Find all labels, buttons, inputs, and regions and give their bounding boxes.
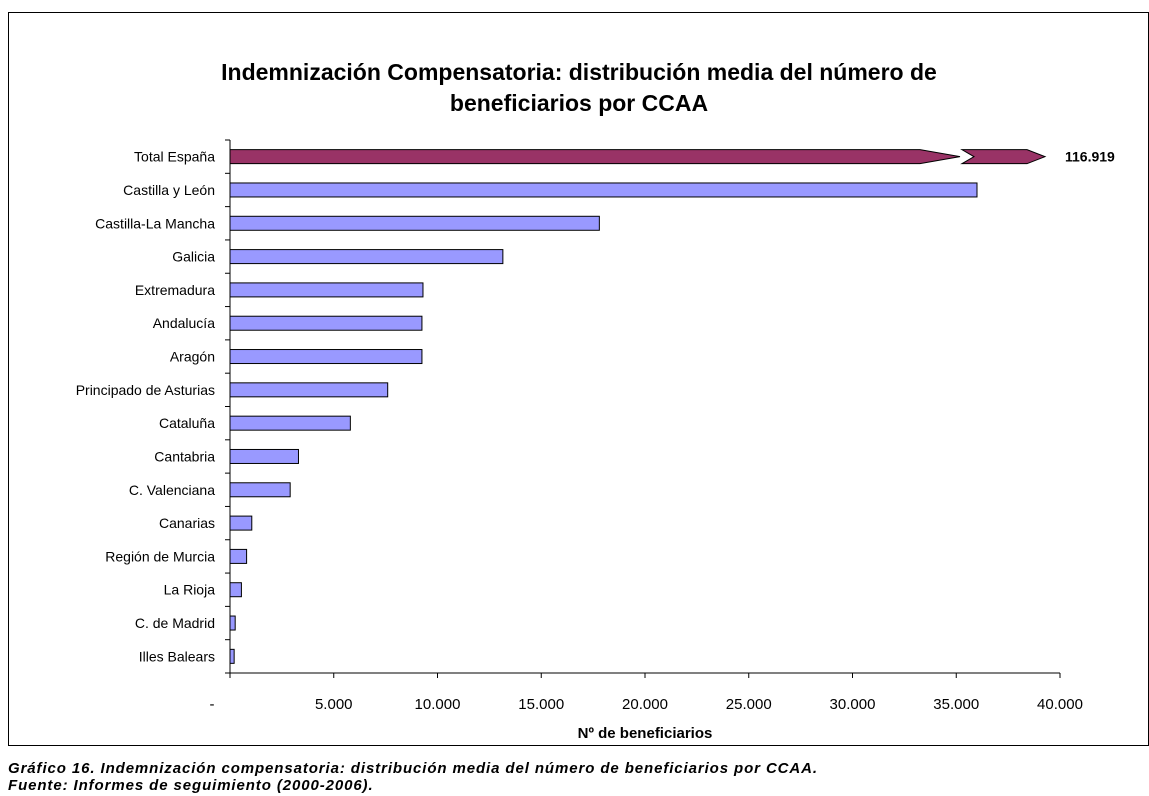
- x-tick-label: 20.000: [622, 696, 668, 713]
- category-label: Cataluña: [159, 415, 215, 431]
- category-label: Castilla-La Mancha: [95, 215, 215, 231]
- bar: [229, 515, 253, 531]
- chart-title-line2: beneficiarios por CCAA: [449, 90, 709, 116]
- category-label: Illes Balears: [139, 648, 215, 664]
- category-label: Castilla y León: [123, 182, 215, 198]
- category-labels: Total España Castilla y León Castilla-La M…: [76, 149, 216, 665]
- x-tick-label: -: [210, 696, 215, 713]
- category-label: Extremadura: [135, 282, 215, 298]
- x-axis-label: Nº de beneficiarios: [578, 725, 713, 742]
- bar-total-espana-segment: [229, 149, 961, 165]
- caption-line-1: Gráfico 16. Indemnización compensatoria:…: [8, 760, 818, 777]
- chart-title: Indemnización Compensatoria: distribució…: [139, 57, 1019, 119]
- x-tick-label: 40.000: [1037, 696, 1083, 713]
- bar: [229, 215, 600, 231]
- category-label: Andalucía: [153, 315, 215, 331]
- x-tick-label: 25.000: [726, 696, 772, 713]
- category-label: Galicia: [172, 249, 215, 265]
- x-tick-labels: - 5.000 10.000 15.000 20.000 25.000 30.000 35.0…: [210, 696, 1083, 713]
- bar: [229, 315, 423, 331]
- bar: [229, 648, 235, 664]
- bar: [229, 582, 242, 598]
- category-label: C. de Madrid: [135, 615, 215, 631]
- data-label-total: 116.919: [1065, 149, 1115, 165]
- x-tick-label: 30.000: [830, 696, 876, 713]
- x-tick-label: 10.000: [415, 696, 461, 713]
- category-label: Aragón: [170, 349, 215, 365]
- figure-caption: Gráfico 16. Indemnización compensatoria:…: [8, 760, 1149, 794]
- x-tick-label: 15.000: [518, 696, 564, 713]
- bar: [229, 482, 291, 498]
- x-tick-label: 5.000: [315, 696, 353, 713]
- bar: [229, 448, 299, 464]
- chart-frame: Indemnización Compensatoria: distribució…: [8, 12, 1149, 746]
- x-tick-label: 35.000: [933, 696, 979, 713]
- category-label: Principado de Asturias: [76, 382, 215, 398]
- bar: [229, 282, 424, 298]
- bar: [229, 249, 504, 265]
- category-label: Cantabria: [154, 448, 215, 464]
- caption-line-2: Fuente: Informes de seguimiento (2000-20…: [8, 777, 374, 794]
- category-label: La Rioja: [164, 582, 216, 598]
- chart-title-line1: Indemnización Compensatoria: distribució…: [221, 59, 937, 85]
- bars: 116.919: [229, 149, 1115, 664]
- bar: [229, 349, 423, 365]
- category-label: C. Valenciana: [129, 482, 215, 498]
- bar: [229, 182, 978, 198]
- bar: [229, 548, 248, 564]
- bar: [229, 415, 351, 431]
- bar: [229, 382, 389, 398]
- bar-total-espana-arrow: [960, 149, 1047, 165]
- category-label: Canarias: [159, 515, 215, 531]
- bar: [229, 615, 236, 631]
- category-label: Región de Murcia: [105, 548, 215, 564]
- category-label: Total España: [134, 149, 215, 165]
